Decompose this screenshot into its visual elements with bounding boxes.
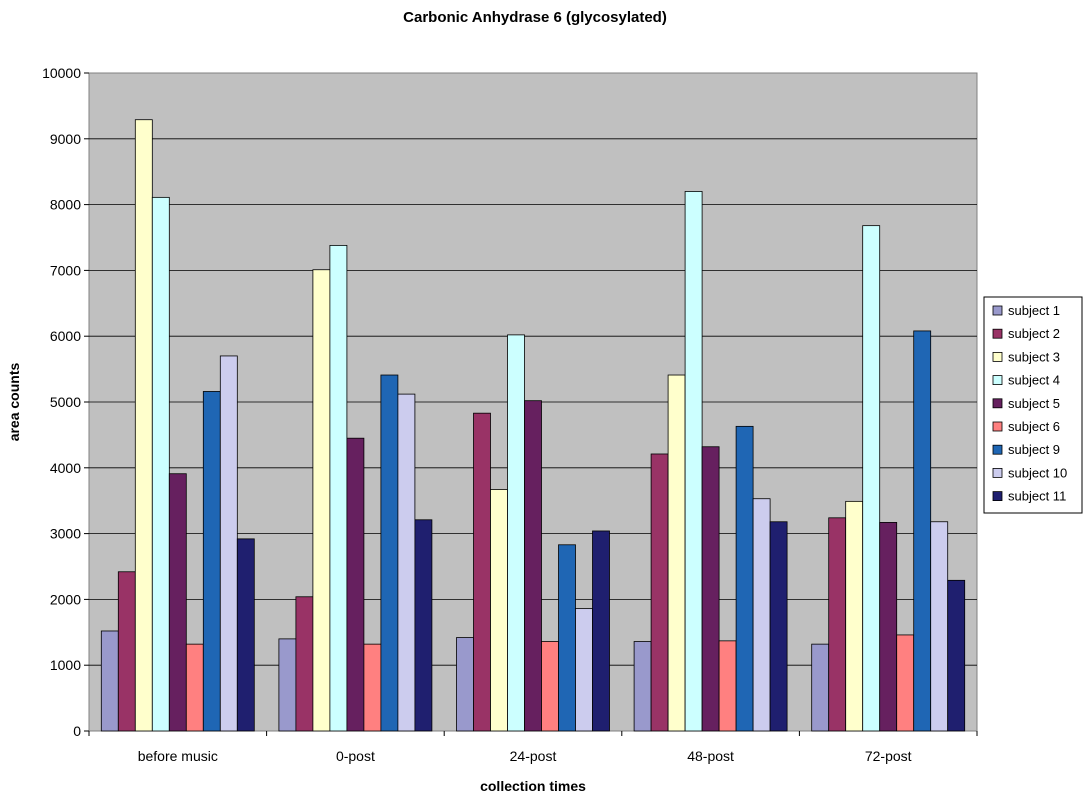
bar-subject-6-0-post [363, 643, 382, 732]
x-tick-label: before music [138, 748, 218, 764]
bar-subject-4-0-post [329, 244, 348, 732]
bar-subject-9-0-post [380, 374, 399, 732]
bar-subject-11-48-post [769, 521, 788, 732]
legend-label: subject 9 [1008, 442, 1060, 457]
bar-subject-10-72-post [930, 521, 949, 732]
bar-subject-5-before-music [168, 473, 187, 732]
bar-subject-3-before-music [134, 119, 153, 732]
y-tick-label: 4000 [50, 460, 81, 476]
legend-swatch [992, 491, 1003, 502]
bar-subject-6-48-post [718, 640, 737, 732]
x-tick-label: 72-post [865, 748, 912, 764]
bar-subject-11-0-post [414, 519, 433, 732]
bar-subject-4-before-music [151, 196, 170, 732]
bar-subject-6-72-post [896, 634, 915, 732]
bar-subject-1-before-music [100, 630, 119, 732]
bar-subject-11-24-post [592, 530, 610, 732]
bar-subject-2-72-post [828, 517, 847, 732]
bar-subject-2-before-music [117, 571, 136, 732]
bar-subject-1-24-post [456, 637, 474, 732]
bar-subject-9-48-post [735, 425, 754, 732]
x-tick-label: 0-post [336, 748, 375, 764]
bar-subject-4-24-post [507, 334, 525, 732]
bar-subject-5-48-post [701, 446, 720, 732]
y-tick-label: 9000 [50, 131, 81, 147]
bar-subject-10-48-post [752, 498, 771, 732]
x-tick-label: 48-post [687, 748, 734, 764]
x-tick-label: 24-post [510, 748, 557, 764]
bar-subject-5-24-post [524, 400, 542, 732]
bar-subject-10-before-music [219, 355, 238, 732]
legend-swatch [992, 398, 1003, 409]
legend-swatch [992, 444, 1003, 455]
y-tick-label: 7000 [50, 262, 81, 278]
legend-swatch [992, 305, 1003, 316]
bar-subject-10-24-post [575, 608, 593, 732]
bar-subject-9-before-music [202, 391, 221, 732]
y-tick-label: 8000 [50, 197, 81, 213]
y-tick-label: 0 [73, 723, 81, 739]
bar-subject-11-before-music [236, 538, 255, 732]
y-axis-label: area counts [6, 362, 22, 441]
legend-label: subject 1 [1008, 303, 1060, 318]
legend-label: subject 3 [1008, 349, 1060, 364]
legend-swatch [992, 421, 1003, 432]
y-tick-label: 5000 [50, 394, 81, 410]
bar-subject-1-48-post [633, 641, 652, 732]
bar-subject-4-48-post [684, 191, 703, 732]
legend-label: subject 5 [1008, 396, 1060, 411]
legend-swatch [992, 467, 1003, 478]
bar-subject-3-48-post [667, 374, 686, 732]
bar-subject-5-0-post [346, 437, 365, 732]
legend-label: subject 6 [1008, 419, 1060, 434]
legend-label: subject 2 [1008, 326, 1060, 341]
bar-subject-4-72-post [862, 225, 881, 732]
bar-subject-3-24-post [490, 489, 508, 732]
chart-title: Carbonic Anhydrase 6 (glycosylated) [403, 9, 667, 26]
legend-label: subject 4 [1008, 373, 1060, 388]
bar-subject-6-24-post [541, 641, 559, 732]
bar-subject-3-0-post [312, 269, 331, 732]
y-tick-label: 3000 [50, 526, 81, 542]
legend-label: subject 11 [1008, 489, 1066, 504]
legend: subject 1 subject 2 subject 3 subject 4 subj… [983, 296, 1083, 514]
y-tick-label: 10000 [42, 65, 81, 81]
legend-label: subject 10 [1008, 465, 1067, 480]
bar-subject-2-24-post [473, 412, 491, 732]
x-axis-label: collection times [480, 778, 586, 794]
y-tick-label: 1000 [50, 657, 81, 673]
bar-subject-6-before-music [185, 643, 204, 732]
bar-subject-10-0-post [397, 393, 416, 732]
bar-subject-9-24-post [558, 544, 576, 732]
bar-subject-1-72-post [811, 643, 830, 732]
bar-subject-5-72-post [879, 522, 898, 732]
bar-subject-3-72-post [845, 500, 864, 732]
y-tick-label: 6000 [50, 328, 81, 344]
legend-swatch [992, 351, 1003, 362]
bar-subject-9-72-post [913, 330, 932, 732]
y-tick-label: 2000 [50, 591, 81, 607]
legend-swatch [992, 328, 1003, 339]
bar-subject-2-0-post [295, 596, 314, 732]
bar-subject-2-48-post [650, 453, 669, 732]
bar-subject-11-72-post [947, 579, 966, 732]
bar-subject-1-0-post [278, 638, 297, 732]
legend-swatch [992, 375, 1003, 386]
